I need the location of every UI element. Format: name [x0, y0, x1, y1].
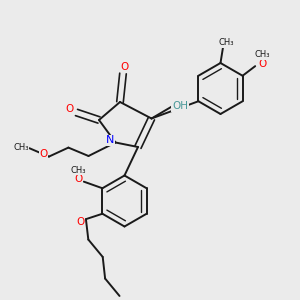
Text: OH: OH [172, 101, 188, 111]
Text: O: O [76, 217, 85, 226]
Text: CH₃: CH₃ [71, 166, 86, 175]
Text: O: O [39, 149, 48, 159]
Text: N: N [106, 135, 114, 145]
Text: O: O [259, 59, 267, 69]
Text: O: O [120, 62, 129, 72]
Text: O: O [66, 104, 74, 115]
Text: CH₃: CH₃ [255, 50, 270, 59]
Text: CH₃: CH₃ [13, 143, 29, 152]
Text: CH₃: CH₃ [218, 38, 234, 47]
Text: O: O [74, 174, 83, 184]
